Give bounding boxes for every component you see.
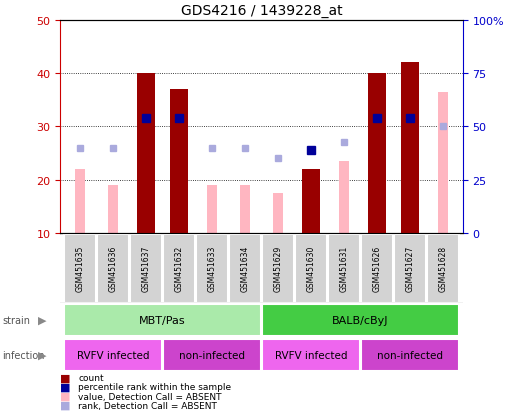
Text: non-infected: non-infected xyxy=(377,350,443,360)
Text: ▶: ▶ xyxy=(38,315,46,325)
Bar xyxy=(262,339,360,371)
Text: RVFV infected: RVFV infected xyxy=(77,350,149,360)
Text: value, Detection Call = ABSENT: value, Detection Call = ABSENT xyxy=(78,392,222,401)
Text: RVFV infected: RVFV infected xyxy=(275,350,347,360)
Bar xyxy=(130,234,162,303)
Bar xyxy=(262,234,294,303)
Bar xyxy=(163,339,261,371)
Bar xyxy=(163,234,195,303)
Bar xyxy=(361,234,393,303)
Text: GSM451628: GSM451628 xyxy=(439,245,448,292)
Text: GSM451634: GSM451634 xyxy=(241,245,249,292)
Bar xyxy=(207,185,217,233)
Bar xyxy=(339,161,349,233)
Text: GSM451630: GSM451630 xyxy=(306,245,315,292)
Bar xyxy=(108,185,118,233)
Text: count: count xyxy=(78,373,104,382)
Bar xyxy=(75,169,85,233)
Text: GSM451629: GSM451629 xyxy=(274,245,282,292)
Bar xyxy=(240,185,251,233)
Bar xyxy=(137,74,155,233)
Text: GSM451636: GSM451636 xyxy=(108,245,118,292)
Text: MBT/Pas: MBT/Pas xyxy=(139,315,186,325)
Text: GSM451632: GSM451632 xyxy=(175,245,184,292)
Text: ■: ■ xyxy=(60,400,71,410)
Text: strain: strain xyxy=(3,315,31,325)
Bar xyxy=(295,234,327,303)
Text: GSM451627: GSM451627 xyxy=(405,245,415,292)
Text: GSM451633: GSM451633 xyxy=(208,245,217,292)
Bar xyxy=(262,304,459,336)
Bar xyxy=(401,63,419,233)
Text: ■: ■ xyxy=(60,391,71,401)
Title: GDS4216 / 1439228_at: GDS4216 / 1439228_at xyxy=(180,4,343,18)
Bar xyxy=(368,74,386,233)
Text: rank, Detection Call = ABSENT: rank, Detection Call = ABSENT xyxy=(78,401,218,410)
Text: ■: ■ xyxy=(60,382,71,392)
Bar xyxy=(170,90,188,233)
Bar xyxy=(328,234,360,303)
Text: infection: infection xyxy=(3,350,45,360)
Text: ▶: ▶ xyxy=(38,350,46,360)
Text: non-infected: non-infected xyxy=(179,350,245,360)
Bar xyxy=(64,234,96,303)
Text: BALB/cByJ: BALB/cByJ xyxy=(332,315,389,325)
Bar xyxy=(64,339,162,371)
Text: GSM451635: GSM451635 xyxy=(75,245,84,292)
Text: ■: ■ xyxy=(60,373,71,383)
Bar xyxy=(361,339,459,371)
Bar xyxy=(196,234,228,303)
Text: GSM451637: GSM451637 xyxy=(141,245,151,292)
Text: GSM451631: GSM451631 xyxy=(339,245,348,292)
Text: percentile rank within the sample: percentile rank within the sample xyxy=(78,382,232,392)
Bar xyxy=(302,169,320,233)
Bar xyxy=(229,234,261,303)
Bar xyxy=(272,193,283,233)
Bar xyxy=(427,234,459,303)
Bar xyxy=(394,234,426,303)
Text: GSM451626: GSM451626 xyxy=(372,245,382,292)
Bar xyxy=(97,234,129,303)
Bar xyxy=(438,93,448,233)
Bar xyxy=(64,304,261,336)
